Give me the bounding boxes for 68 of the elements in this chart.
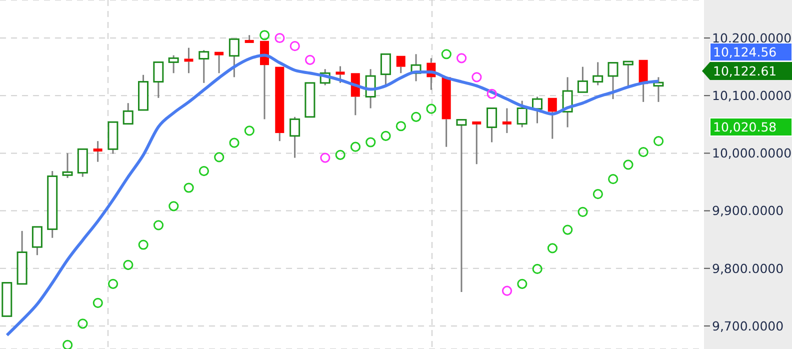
point: [304, 54, 316, 65]
candlestick: [153, 61, 164, 99]
point: [562, 224, 573, 235]
point: [290, 41, 300, 52]
point: [184, 182, 194, 193]
candlestick: [275, 66, 284, 142]
point: [380, 130, 391, 141]
point: [472, 72, 482, 82]
candlestick: [93, 140, 102, 163]
candlestick: [16, 230, 28, 285]
candlestick: [608, 62, 618, 100]
point: [123, 260, 134, 270]
text: 10,124.56: [713, 44, 777, 60]
candlestick: [472, 121, 482, 165]
y-tick-label: 9,900.0000: [712, 203, 784, 218]
candlestick: [184, 47, 194, 74]
y-tick-label: 9,800.0000: [712, 260, 784, 276]
point: [168, 201, 179, 212]
candlestick: [122, 102, 134, 125]
point: [78, 318, 88, 329]
candlestick: [456, 119, 467, 293]
point: [638, 146, 648, 158]
point: [62, 340, 73, 349]
point: [517, 278, 528, 289]
point: [92, 298, 103, 308]
point: [153, 220, 164, 230]
point: [229, 138, 240, 148]
point: [441, 49, 452, 60]
point: [274, 32, 285, 44]
point: [138, 240, 148, 250]
point: [623, 160, 634, 170]
point: [547, 243, 558, 254]
point: [578, 206, 588, 217]
point: [532, 264, 542, 274]
candlestick: [380, 53, 391, 86]
point: [335, 150, 346, 160]
point: [108, 278, 118, 289]
candlestick: [577, 66, 588, 93]
y-tick-label: 10,200.0000: [712, 30, 792, 46]
point: [198, 166, 210, 176]
point: [214, 152, 224, 162]
point: [411, 112, 422, 122]
y-tick-label: 10,100.0000: [712, 88, 792, 104]
candlestick: [502, 108, 512, 134]
candlestick: [548, 98, 557, 140]
point: [486, 88, 497, 99]
point: [320, 152, 330, 163]
y-tick-label: 9,700.0000: [712, 318, 784, 334]
candlestick: [486, 108, 498, 143]
candlestick: [442, 77, 451, 148]
point: [260, 30, 270, 40]
text: 10,122.61: [713, 64, 777, 78]
y-tick-label: 10,000.0000: [712, 146, 792, 161]
point: [396, 121, 406, 132]
candlestick: [622, 60, 634, 88]
text: 10,020.58: [713, 120, 777, 134]
point: [244, 126, 254, 136]
point: [426, 104, 436, 114]
point: [592, 189, 603, 200]
candlestick: [228, 38, 240, 78]
point: [366, 137, 376, 148]
candlestick: [396, 56, 406, 74]
point: [350, 142, 361, 152]
point: [608, 174, 618, 184]
point: [456, 53, 467, 64]
point: [502, 286, 512, 296]
candlestick: [304, 82, 316, 118]
point: [653, 136, 664, 146]
